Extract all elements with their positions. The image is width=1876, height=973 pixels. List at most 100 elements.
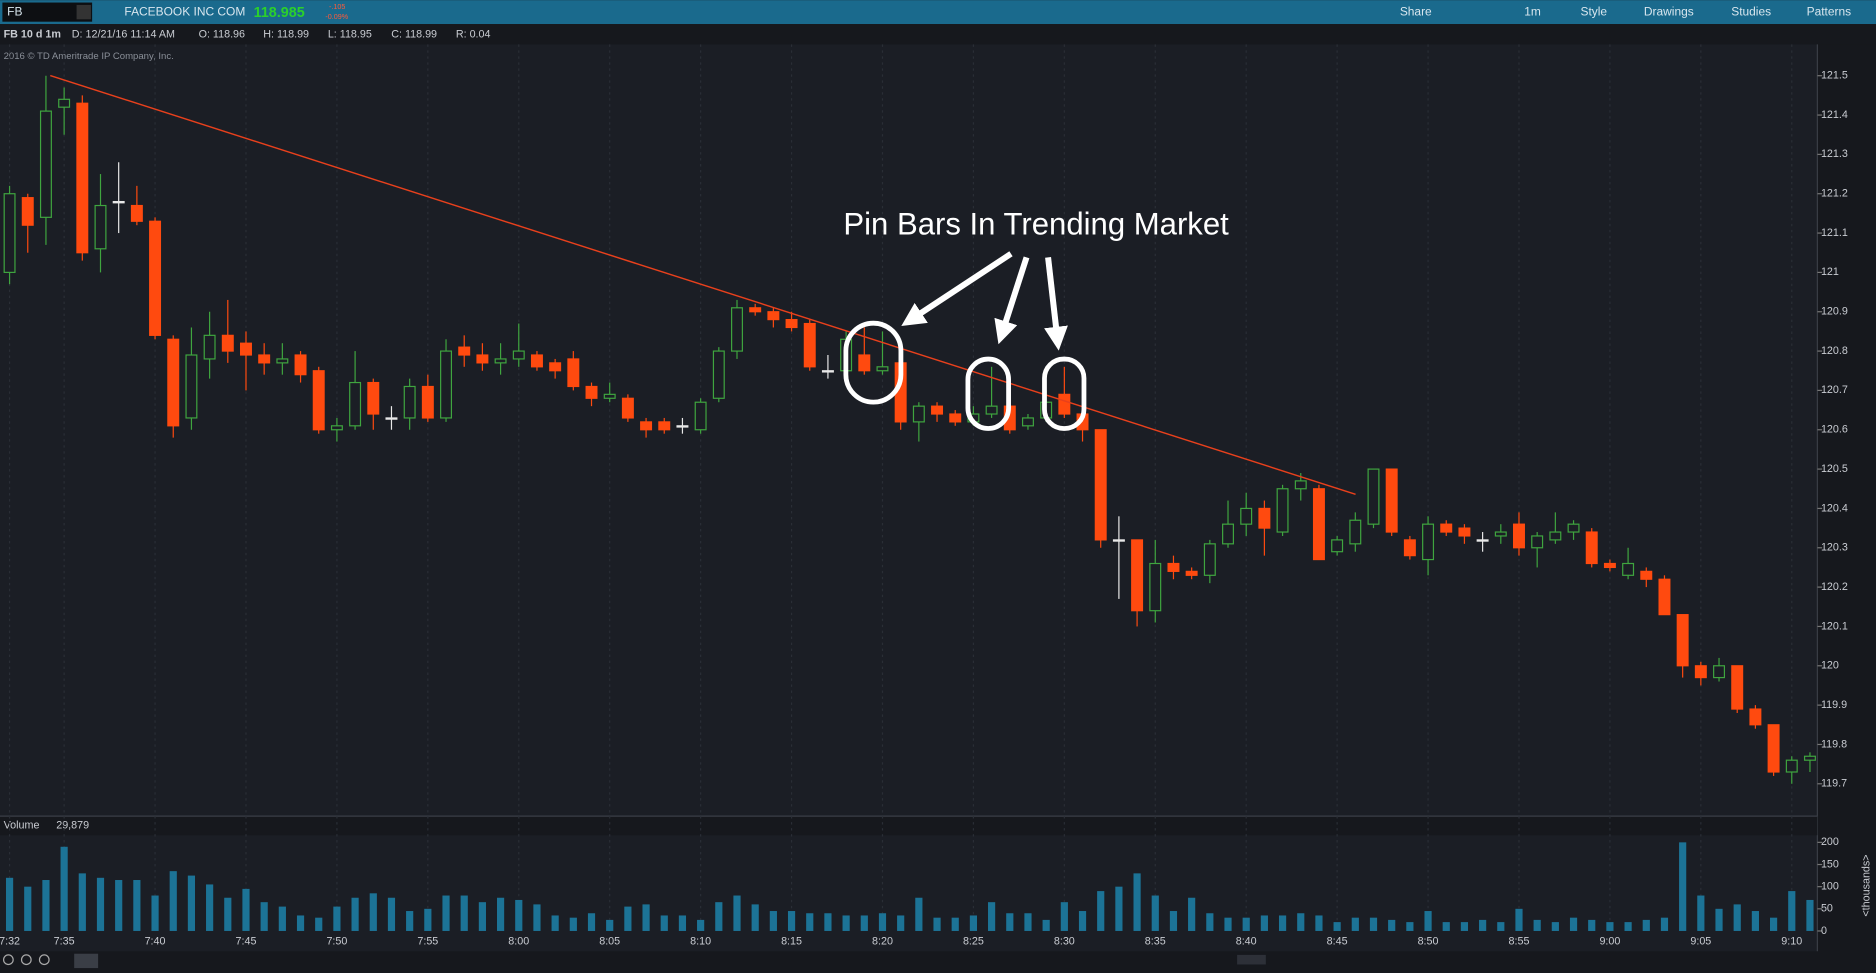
scroll-button[interactable]	[74, 953, 99, 969]
y-tick-label: 120.1	[1821, 620, 1848, 632]
x-tick-label: 8:35	[1145, 936, 1166, 948]
volume-bar	[1351, 917, 1359, 931]
y-tick-label: 121.5	[1821, 70, 1848, 82]
candle-body	[1094, 429, 1107, 541]
candle-body	[1349, 519, 1362, 545]
volume-bar	[1188, 897, 1196, 931]
volume-bar	[1624, 922, 1632, 931]
candle-body	[1549, 531, 1562, 541]
candle-body	[1749, 708, 1762, 726]
volume-bar	[1679, 842, 1687, 931]
volume-bar	[1769, 917, 1778, 931]
volume-bar	[551, 915, 559, 931]
candle-body	[1185, 570, 1198, 576]
trend-line	[50, 74, 1356, 495]
button-style[interactable]: Style	[1580, 4, 1607, 18]
volume-bar	[969, 915, 978, 931]
field-close: C: 118.99	[391, 29, 437, 41]
volume-bar	[733, 895, 741, 931]
volume-bar-header	[0, 816, 1818, 836]
candle-body	[512, 350, 525, 360]
volume-bar	[442, 895, 450, 931]
volume-bar	[933, 917, 941, 931]
field-low: L: 118.95	[328, 29, 372, 41]
y-tick-label: 119.8	[1821, 738, 1847, 750]
candle-body	[858, 354, 871, 372]
y-tick-label: 120.4	[1821, 502, 1848, 514]
info-bar	[0, 24, 1876, 45]
volume-bar	[1388, 919, 1396, 931]
candle-body	[203, 334, 216, 360]
highlight-ellipse	[1042, 356, 1087, 431]
volume-bar	[842, 915, 850, 931]
volume-bar	[206, 884, 214, 931]
annotation: Pin Bars In Trending Market	[843, 206, 1229, 241]
volume-bar	[115, 880, 123, 931]
zoom-icon[interactable]	[2, 954, 14, 966]
y-tick-label: 121	[1821, 266, 1839, 278]
change: -.105	[329, 3, 345, 11]
volume-title: Volume	[4, 820, 40, 832]
button-share[interactable]: Share	[1400, 4, 1432, 18]
candle-body	[1367, 468, 1380, 525]
volume-bar	[860, 915, 868, 931]
y2-axis-label: <thousands>	[1860, 854, 1872, 916]
volume-bar	[1806, 899, 1814, 931]
button-studies[interactable]: Studies	[1731, 4, 1771, 18]
y-tick-label: 119.9	[1821, 699, 1847, 711]
candle-body	[1240, 507, 1253, 525]
volume-bar	[96, 877, 105, 931]
candle-body	[349, 381, 362, 427]
volume-last: 29,879	[56, 820, 89, 832]
candle-body	[385, 417, 398, 420]
x-tick-label: 8:15	[781, 936, 802, 948]
candle-body	[185, 354, 198, 419]
volume-bar	[769, 911, 777, 931]
candle-body	[403, 385, 416, 419]
candle-body	[440, 350, 453, 419]
x-tick-label: 8:25	[963, 936, 984, 948]
field-high: H: 118.99	[263, 29, 309, 41]
x-tick-label: 7:55	[417, 936, 438, 948]
copyright: 2016 © TD Ameritrade IP Company, Inc.	[4, 51, 174, 62]
volume-bar	[1551, 922, 1559, 931]
volume-bar	[496, 897, 505, 931]
candle-body	[1021, 417, 1034, 427]
symbol-box[interactable]	[2, 2, 93, 22]
volume-bar	[1042, 919, 1050, 931]
zoom-in-icon[interactable]	[20, 954, 32, 966]
candle-body	[1640, 570, 1653, 580]
candle-body	[658, 421, 671, 431]
candle-body	[494, 358, 507, 364]
x-tick-label: 8:10	[690, 936, 711, 948]
button-patterns[interactable]: Patterns	[1807, 4, 1852, 18]
y2-tick-label: 150	[1821, 858, 1839, 870]
arrow	[1044, 257, 1068, 351]
volume-bar	[1315, 915, 1323, 931]
button-drawings[interactable]: Drawings	[1644, 4, 1694, 18]
zoom-out-icon[interactable]	[38, 954, 50, 966]
volume-bar	[1606, 922, 1614, 931]
candle-body	[367, 381, 380, 415]
volume-bar	[278, 906, 286, 931]
symbol: FB	[7, 4, 22, 18]
candle-body	[1531, 535, 1544, 549]
candle-body	[1803, 755, 1816, 761]
candle-body	[3, 193, 16, 273]
candle-body	[931, 405, 944, 415]
volume-bar	[169, 871, 177, 931]
candle-body	[1385, 468, 1398, 533]
candle-body	[1513, 523, 1525, 549]
bottom-bar	[0, 951, 1876, 973]
button-interval[interactable]: 1m	[1524, 4, 1541, 18]
candle-body	[76, 102, 89, 254]
y2-tick-label: 100	[1821, 881, 1839, 893]
volume-bar	[533, 904, 541, 931]
volume-bar	[715, 902, 723, 931]
highlight-ellipse	[843, 320, 904, 405]
symbol-dropdown[interactable]	[76, 4, 91, 20]
volume-bar	[1297, 913, 1305, 931]
scrollbar-thumb[interactable]	[1237, 954, 1266, 965]
volume-bar	[1169, 911, 1178, 931]
volume-bar	[406, 911, 414, 931]
